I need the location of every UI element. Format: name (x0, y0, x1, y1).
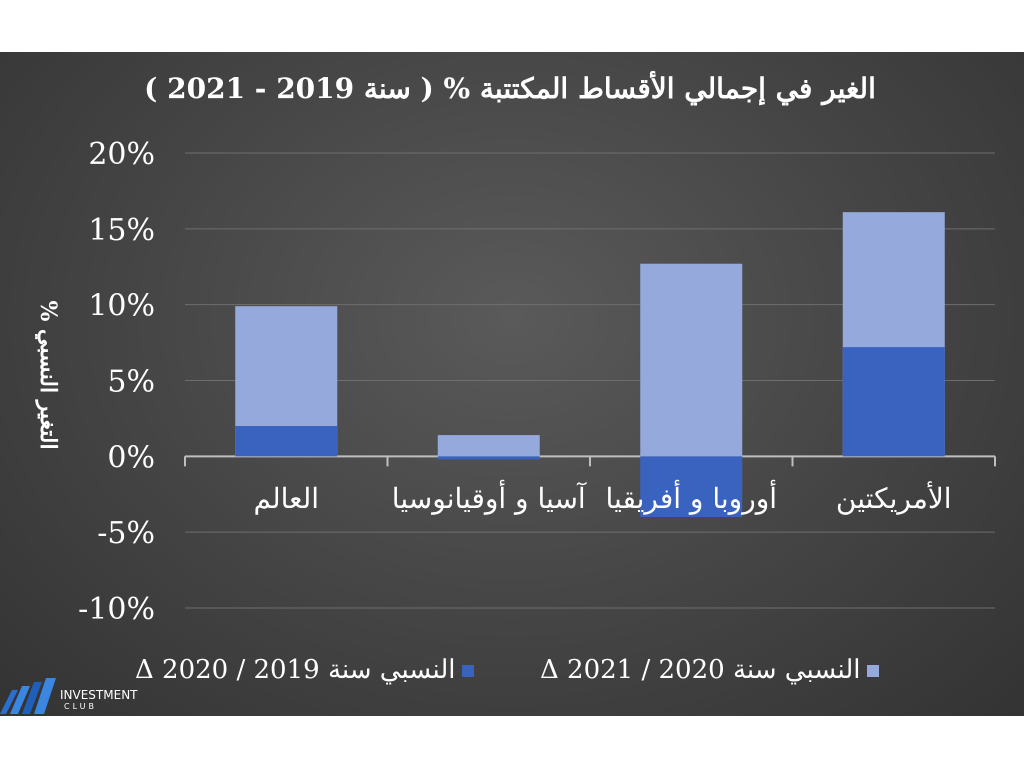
legend-label-2019-2020: النسبي سنة 2019 / 2020 Δ (135, 655, 456, 685)
legend-item-2020-2021: النسبي سنة 2020 / 2021 Δ (540, 655, 879, 685)
bar-2019-2020 (640, 456, 743, 517)
y-tick-label: 10% (88, 289, 155, 324)
bar-2019-2020 (437, 456, 540, 460)
x-category-label: العالم (253, 482, 319, 515)
bar-2020-2021 (640, 263, 743, 457)
y-tick-label: -5% (97, 516, 155, 551)
legend-swatch-2020-2021 (866, 665, 879, 677)
legend-swatch-2019-2020 (461, 665, 474, 677)
bar-2019-2020 (842, 347, 945, 457)
x-category-label: أوروبا و أفريقيا (605, 480, 777, 515)
y-tick-label: -10% (78, 592, 155, 627)
x-category-label: آسيا و أوقيانوسيا (392, 480, 587, 515)
y-tick-label: 5% (107, 365, 155, 400)
legend-label-2020-2021: النسبي سنة 2020 / 2021 Δ (540, 655, 861, 685)
bar-2020-2021 (437, 435, 540, 457)
investment-club-logo (0, 678, 56, 714)
x-category-label: الأمريكتين (836, 481, 952, 515)
chart-title: الغير في إجمالي الأقساط المكتتبة % ( سنة… (144, 72, 876, 105)
logo-text-investment: INVESTMENT (60, 688, 138, 702)
y-tick-label: 0% (107, 440, 155, 475)
bar-2019-2020 (235, 426, 338, 457)
logo-text-club: CLUB (64, 702, 97, 711)
y-tick-label: 20% (88, 137, 155, 172)
legend-item-2019-2020: النسبي سنة 2019 / 2020 Δ (135, 655, 474, 685)
y-tick-label: 15% (88, 213, 155, 248)
